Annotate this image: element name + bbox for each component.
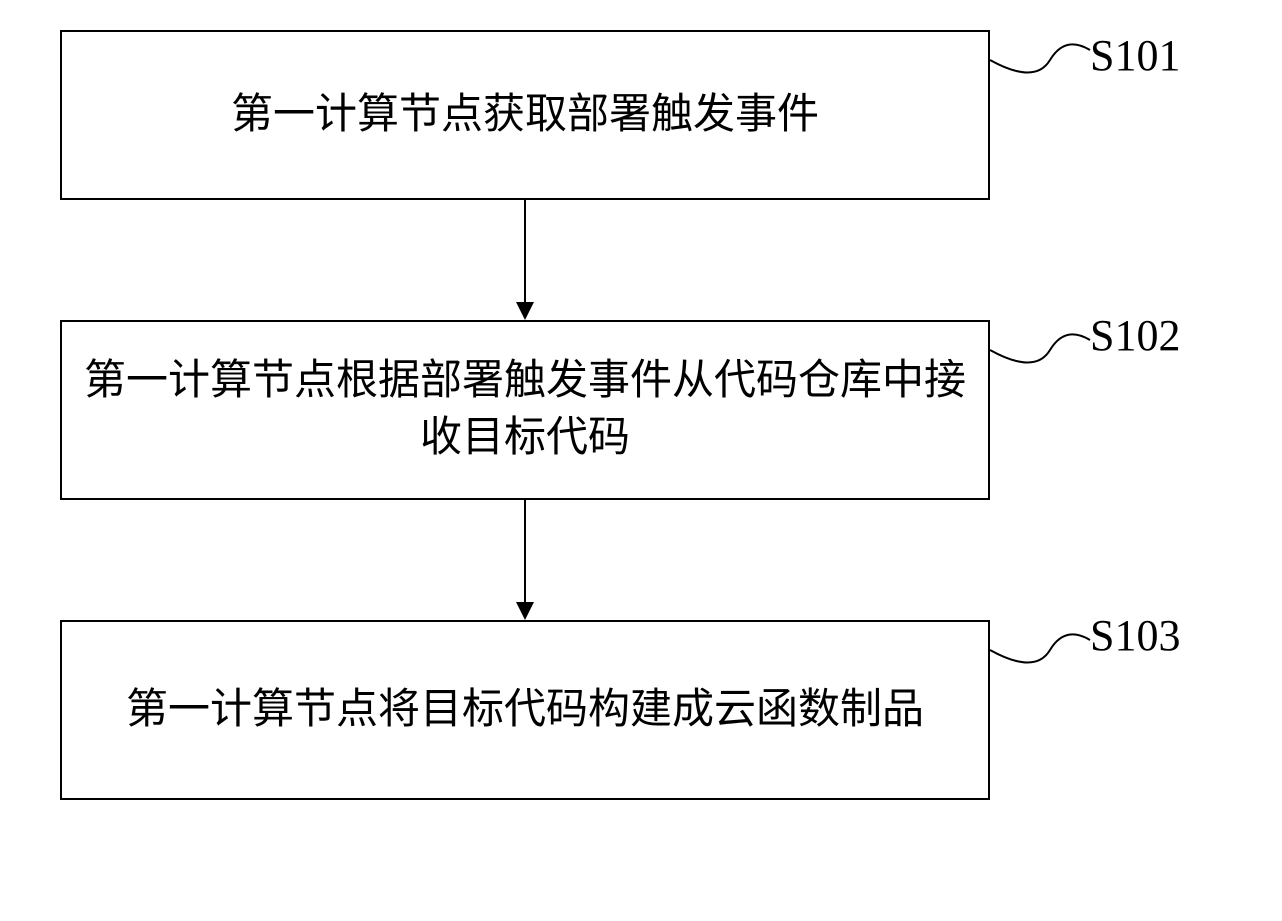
- arrow-line-2: [524, 500, 526, 602]
- arrow-head-1: [516, 302, 534, 320]
- flowchart-node-s102: 第一计算节点根据部署触发事件从代码仓库中接收目标代码: [60, 320, 990, 500]
- node-text-s102: 第一计算节点根据部署触发事件从代码仓库中接收目标代码: [82, 353, 968, 466]
- arrow-line-1: [524, 200, 526, 302]
- arrow-head-2: [516, 602, 534, 620]
- label-s101: S101: [1090, 30, 1180, 81]
- node-text-s103: 第一计算节点将目标代码构建成云函数制品: [126, 682, 924, 739]
- node-text-s101: 第一计算节点获取部署触发事件: [231, 87, 819, 144]
- flowchart-node-s101: 第一计算节点获取部署触发事件: [60, 30, 990, 200]
- label-s103: S103: [1090, 610, 1180, 661]
- flowchart-node-s103: 第一计算节点将目标代码构建成云函数制品: [60, 620, 990, 800]
- label-s102: S102: [1090, 310, 1180, 361]
